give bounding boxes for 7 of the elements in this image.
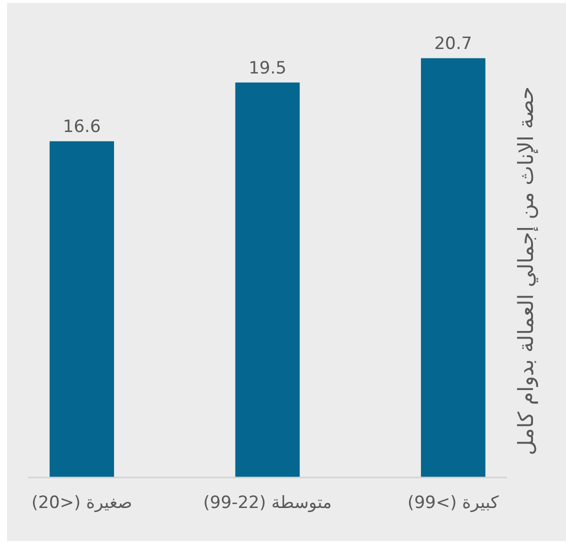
data-label: 16.6 <box>62 117 101 138</box>
y-axis-title: حصة الإناث من إجمالي العمالة بدوام كامل <box>514 86 539 456</box>
x-tick-label: متوسطة (22-99) <box>203 493 332 513</box>
data-label: 19.5 <box>248 58 286 79</box>
x-tick-label: كبيرة (>99) <box>408 493 500 513</box>
x-tick-label: صغيرة (<20) <box>32 493 132 513</box>
data-label: 20.7 <box>434 34 472 54</box>
